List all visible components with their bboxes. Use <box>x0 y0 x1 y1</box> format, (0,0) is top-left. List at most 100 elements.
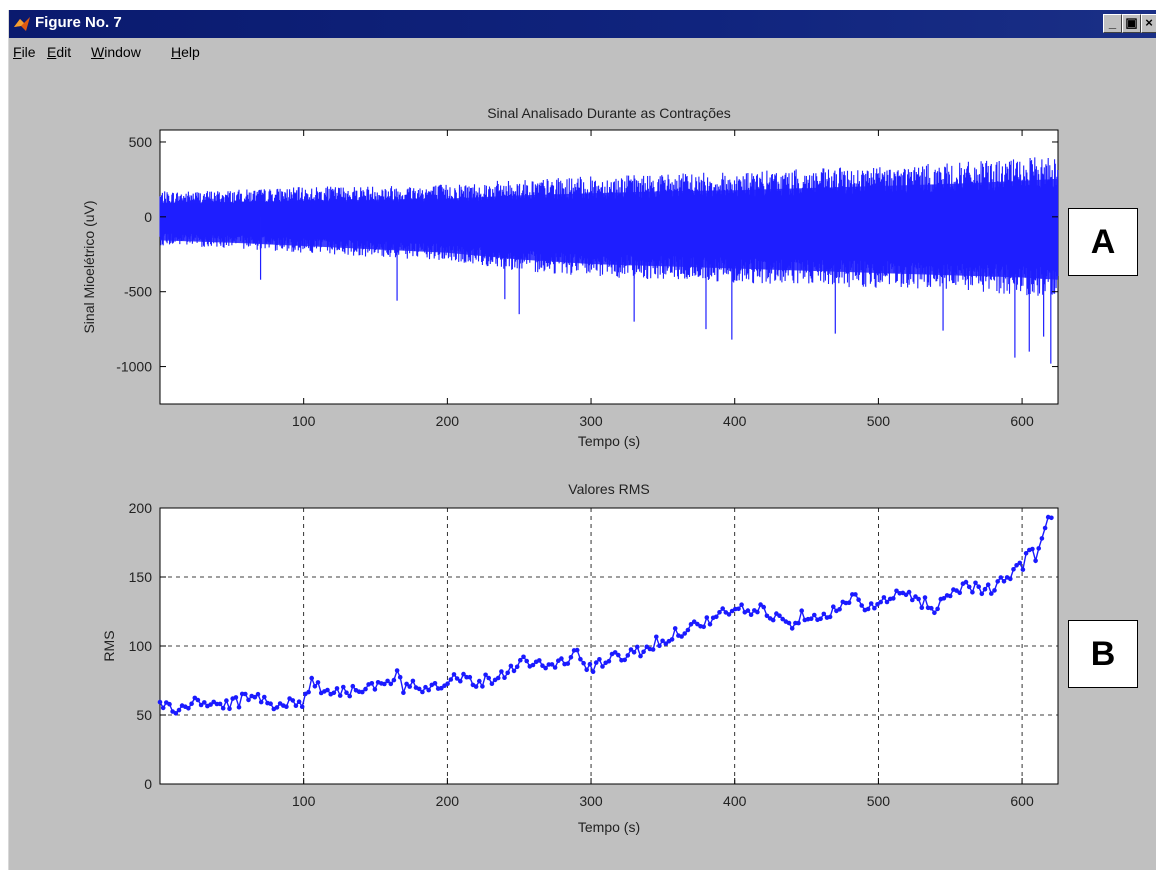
rms-point <box>255 691 261 697</box>
rms-point <box>416 686 422 692</box>
rms-point <box>704 615 710 620</box>
rms-point <box>350 683 356 689</box>
signal-y-tick-label: 500 <box>129 134 153 150</box>
rms-point <box>1042 525 1048 531</box>
rms-point <box>454 676 460 681</box>
rms-point <box>584 667 589 673</box>
rms-point <box>202 700 207 705</box>
rms-point <box>989 591 994 596</box>
rms-point <box>770 617 776 623</box>
rms-point <box>957 590 962 596</box>
rms-point <box>394 668 400 673</box>
signal-x-tick-label: 400 <box>723 413 747 429</box>
rms-point <box>220 705 226 711</box>
close-button[interactable]: × <box>1141 14 1156 33</box>
rms-point <box>919 605 925 610</box>
rms-point <box>1020 567 1026 572</box>
rms-point <box>913 594 918 599</box>
rms-point <box>391 677 397 683</box>
rms-point <box>707 622 713 627</box>
rms-point <box>195 697 201 703</box>
rms-point <box>872 605 877 611</box>
menu-edit[interactable]: Edit <box>47 44 72 60</box>
rms-point <box>360 689 365 695</box>
rms-point <box>910 597 915 603</box>
rms-point <box>739 602 744 607</box>
rms-point <box>448 677 454 682</box>
rms-point <box>622 657 627 663</box>
rms-point <box>789 626 795 631</box>
signal-chart: 100 200 300 400 500 600 500 0 -500 -1000 Sinal An… <box>81 105 1059 449</box>
rms-point <box>483 672 488 678</box>
rms-point <box>903 592 909 598</box>
rms-point <box>157 699 163 705</box>
rms-y-tick-label: 0 <box>144 776 152 792</box>
rms-point <box>445 681 450 686</box>
rms-point <box>1001 579 1007 584</box>
rms-point <box>274 705 280 710</box>
rms-point <box>363 686 368 692</box>
rms-point <box>894 588 899 594</box>
menu-help[interactable]: Help <box>171 44 200 60</box>
rms-point <box>574 647 580 653</box>
rms-y-axis-label: RMS <box>101 630 117 661</box>
rms-point <box>1011 567 1016 572</box>
rms-point <box>518 657 523 663</box>
rms-point <box>726 612 732 617</box>
rms-point <box>467 674 473 680</box>
rms-point <box>641 649 646 655</box>
maximize-button[interactable]: ▣ <box>1122 14 1141 33</box>
rms-point <box>477 678 482 684</box>
rms-point <box>284 704 289 709</box>
rms-point <box>252 694 258 700</box>
matlab-logo-icon <box>14 17 30 31</box>
rms-point <box>976 584 981 589</box>
menu-window[interactable]: Window <box>91 44 141 60</box>
rms-point <box>691 619 697 624</box>
rms-series <box>157 514 1054 716</box>
rms-point <box>198 702 204 708</box>
rms-point <box>189 701 194 706</box>
rms-x-tick-label: 500 <box>867 793 891 809</box>
rms-point <box>701 624 706 630</box>
rms-point <box>922 595 928 600</box>
rms-x-tick-label: 100 <box>292 793 316 809</box>
rms-point <box>426 687 432 693</box>
rms-point <box>176 707 182 713</box>
rms-point <box>799 608 804 613</box>
rms-point <box>325 687 330 693</box>
rms-point <box>865 606 871 612</box>
rms-y-tick-label: 100 <box>129 638 153 654</box>
rms-point <box>508 663 514 669</box>
rms-point <box>679 634 684 639</box>
rms-y-tick-label: 50 <box>136 707 152 723</box>
rms-point <box>309 675 315 681</box>
menu-file[interactable]: File <box>13 44 36 60</box>
rms-point <box>372 687 378 692</box>
rms-point <box>227 706 232 712</box>
rms-point <box>480 684 485 689</box>
signal-chart-title: Sinal Analisado Durante as Contrações <box>487 105 731 121</box>
rms-point <box>530 662 536 668</box>
rms-point <box>186 706 191 711</box>
rms-point <box>1017 560 1023 566</box>
rms-point <box>461 671 466 677</box>
rms-point <box>714 614 719 620</box>
minimize-button[interactable]: _ <box>1103 14 1122 33</box>
rms-point <box>489 681 495 686</box>
rms-point <box>1039 536 1045 541</box>
rms-point <box>236 704 242 710</box>
rms-point <box>755 609 760 615</box>
rms-point <box>410 678 416 684</box>
signal-x-tick-label: 300 <box>579 413 603 429</box>
rms-point <box>581 660 586 666</box>
signal-x-tick-label: 200 <box>436 413 460 429</box>
rms-point <box>846 600 852 605</box>
signal-y-tick-label: -500 <box>124 284 152 300</box>
rms-point <box>1023 551 1029 556</box>
rms-point <box>612 650 618 655</box>
signal-x-tick-label: 600 <box>1010 413 1034 429</box>
rms-point <box>167 701 172 707</box>
rms-point <box>628 647 634 652</box>
